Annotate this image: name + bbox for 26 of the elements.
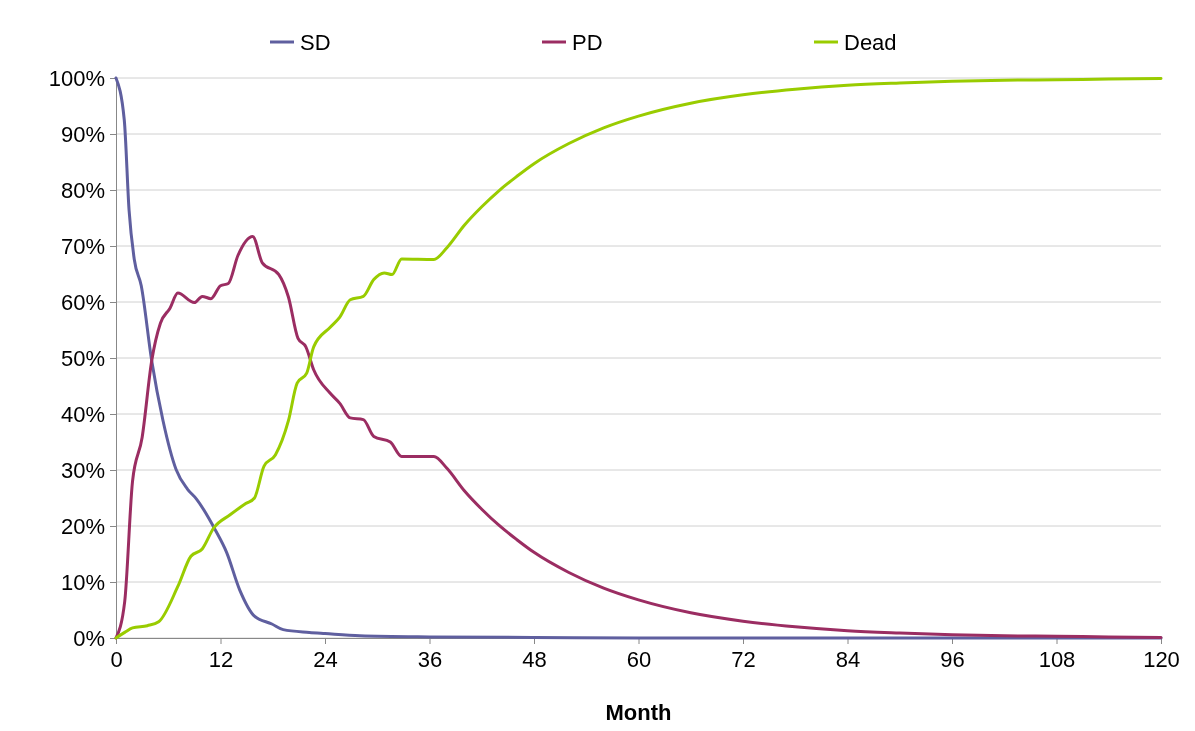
x-tick-label: 72 (731, 646, 756, 672)
x-tick-label: 24 (313, 646, 338, 672)
legend-label: Dead (844, 29, 897, 55)
y-tick-label: 30% (60, 457, 105, 483)
y-tick-label: 80% (60, 177, 105, 203)
y-tick-label: 90% (60, 121, 105, 147)
x-tick-label: 36 (417, 646, 443, 672)
y-tick-label: 20% (60, 513, 105, 539)
x-tick-label: 108 (1038, 646, 1076, 672)
legend-label: PD (572, 29, 603, 55)
y-tick-label: 60% (60, 289, 105, 315)
y-tick-label: 50% (60, 345, 105, 371)
x-tick-label: 12 (208, 646, 234, 672)
x-tick-label: 120 (1143, 646, 1180, 672)
x-tick-label: 84 (835, 646, 861, 672)
y-tick-label: 10% (60, 569, 105, 595)
legend-label: SD (300, 29, 331, 55)
y-tick-label: 40% (60, 401, 105, 427)
x-tick-label: 96 (940, 646, 965, 672)
y-tick-label: 70% (60, 233, 105, 259)
y-tick-label: 0% (73, 625, 105, 651)
x-tick-label: 0 (110, 646, 123, 672)
y-tick-label: 100% (48, 65, 105, 91)
x-tick-label: 48 (522, 646, 547, 672)
x-axis-title: Month (605, 700, 672, 725)
x-tick-label: 60 (626, 646, 652, 672)
